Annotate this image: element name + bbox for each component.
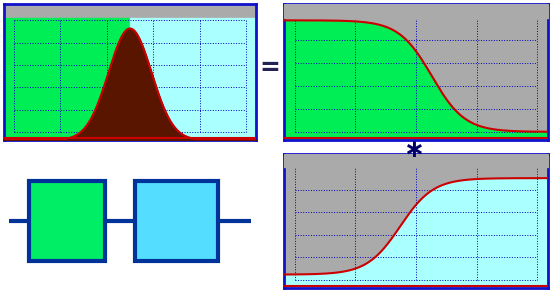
Bar — [29, 181, 105, 261]
Text: =: = — [259, 56, 280, 80]
Text: ∗: ∗ — [404, 138, 424, 162]
Bar — [135, 181, 218, 261]
